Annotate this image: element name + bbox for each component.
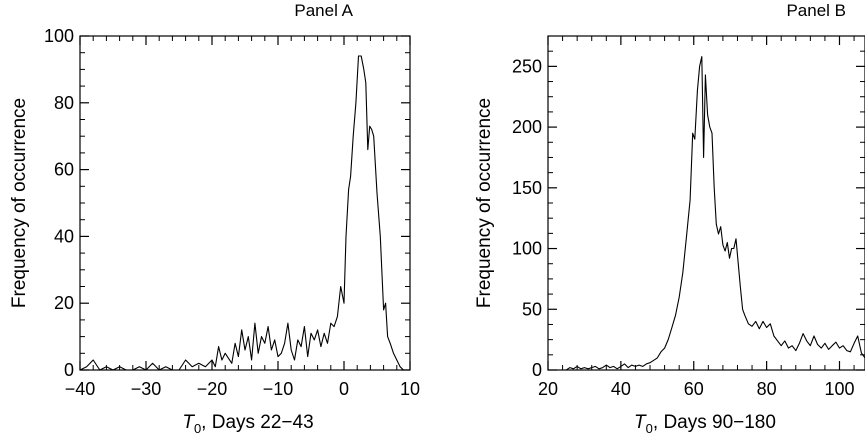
panel-a-x-tick-label: −30 xyxy=(131,379,162,399)
panel-a-x-tick-label: −10 xyxy=(263,379,294,399)
panel-a: Panel A Frequency of occurrence T0, Days… xyxy=(9,1,420,436)
panel-a-y-tick-label: 0 xyxy=(64,360,74,380)
panel-a-x-axis-label-subscript: 0 xyxy=(194,421,201,436)
panel-b-x-axis-label-symbol: T xyxy=(634,412,647,433)
panel-b-x-axis-label-subscript: 0 xyxy=(646,421,653,436)
panel-a-series-line-0 xyxy=(79,55,410,371)
panel-a-x-tick-label: 10 xyxy=(400,379,420,399)
panel-a-frame xyxy=(79,35,411,371)
panel-b-x-tick-label: 100 xyxy=(824,379,854,399)
panel-b-title: Panel B xyxy=(786,1,846,20)
panel-b-y-tick-label: 0 xyxy=(532,360,542,380)
panel-b-plot-area: 20 40 60 80 100 0 50 100 150 200 250 xyxy=(512,35,865,399)
panel-a-x-axis-label: T0, Days 22−43 xyxy=(182,412,313,436)
panel-a-title: Panel A xyxy=(294,1,353,20)
panel-a-y-tick-label: 20 xyxy=(54,293,74,313)
panel-a-y-axis-label: Frequency of occurrence xyxy=(9,98,30,308)
panel-b-y-tick-label: 50 xyxy=(522,299,542,319)
panel-b: Panel B Frequency of occurrence T0, Days… xyxy=(474,1,865,436)
panel-a-y-tick-label: 60 xyxy=(54,160,74,180)
panel-a-x-tick-label: −40 xyxy=(65,379,96,399)
panel-b-y-tick-label: 100 xyxy=(512,239,542,259)
panel-a-y-tick-label: 80 xyxy=(54,93,74,113)
panel-b-y-tick-label: 150 xyxy=(512,178,542,198)
panel-b-x-axis-label-text: , Days 90−180 xyxy=(653,412,776,433)
panel-b-x-axis-label: T0, Days 90−180 xyxy=(634,412,776,436)
panel-b-y-tick-label: 200 xyxy=(512,117,542,137)
panel-b-x-tick-label: 40 xyxy=(611,379,631,399)
panel-a-x-axis-label-text: , Days 22−43 xyxy=(201,412,314,433)
panel-a-x-axis-label-symbol: T xyxy=(182,412,195,433)
panel-b-y-tick-label: 250 xyxy=(512,56,542,76)
panel-a-x-tick-label: 0 xyxy=(339,379,349,399)
panel-b-y-axis-label: Frequency of occurrence xyxy=(474,98,495,308)
panel-a-x-tick-label: −20 xyxy=(197,379,228,399)
panel-a-y-tick-label: 40 xyxy=(54,226,74,246)
panel-b-x-tick-label: 60 xyxy=(684,379,704,399)
panel-b-series-line-0 xyxy=(565,56,865,371)
panel-a-y-tick-label: 100 xyxy=(44,26,74,46)
panel-b-x-tick-label: 20 xyxy=(538,379,558,399)
panel-b-x-tick-label: 80 xyxy=(757,379,777,399)
